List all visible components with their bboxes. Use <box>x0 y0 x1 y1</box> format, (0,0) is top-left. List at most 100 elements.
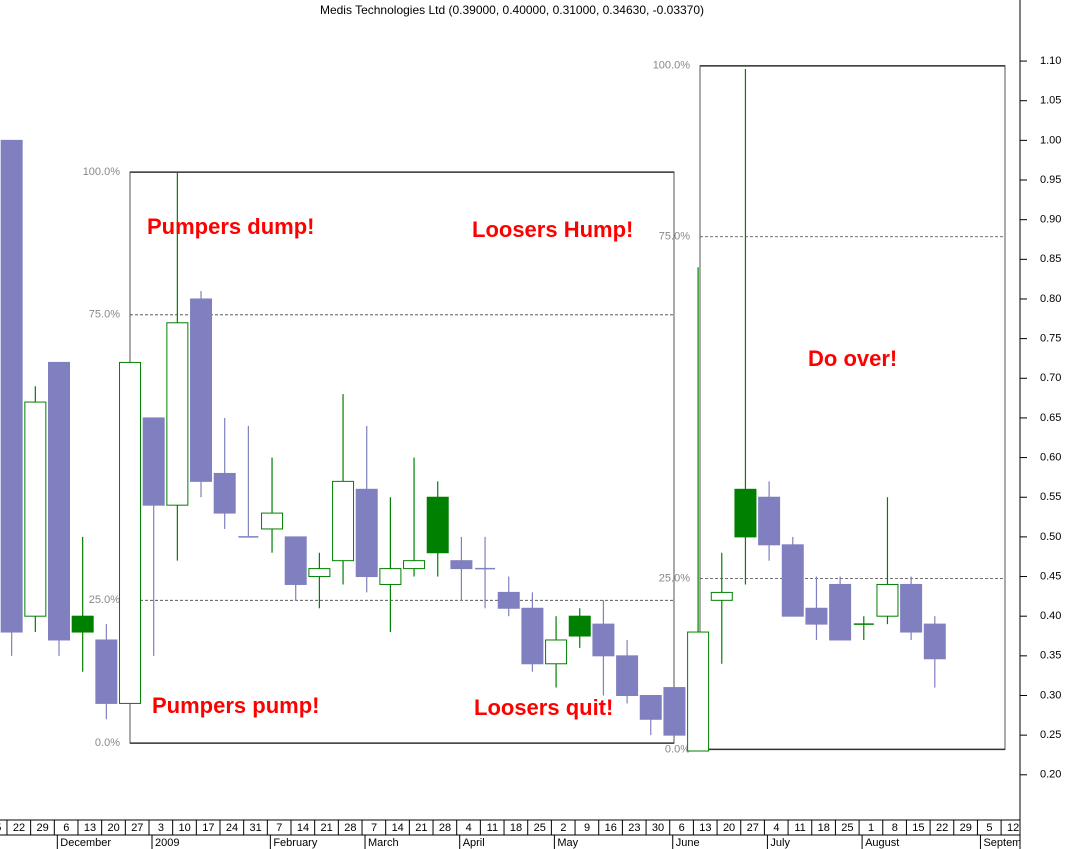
candle-body <box>379 568 402 585</box>
candle-body <box>403 560 426 570</box>
y-tick-label: 1.00 <box>1040 134 1061 146</box>
candle-body <box>426 496 449 554</box>
candle-body <box>142 417 165 506</box>
candle-body <box>923 623 946 660</box>
x-tick-label: 17 <box>202 822 214 834</box>
candle-body <box>0 139 23 633</box>
x-tick-label: 11 <box>487 822 498 834</box>
y-tick-label: 0.25 <box>1040 729 1061 741</box>
candle-body <box>166 322 189 506</box>
x-tick-label: 3 <box>158 822 164 834</box>
y-tick-label: 0.40 <box>1040 610 1061 622</box>
y-tick-label: 0.65 <box>1040 412 1061 424</box>
x-tick-label: 27 <box>131 822 143 834</box>
x-tick-label: 22 <box>13 822 25 834</box>
x-tick-label: 22 <box>936 822 948 834</box>
x-tick-label: 15 <box>0 822 1 834</box>
x-tick-label: 8 <box>892 822 898 834</box>
month-label: February <box>273 837 318 849</box>
month-label: September <box>983 837 1037 849</box>
month-label: June <box>676 837 700 849</box>
fib-level-label: 0.0% <box>665 743 690 755</box>
candle-body <box>592 623 615 657</box>
fib-level-label: 100.0% <box>653 60 691 72</box>
fib-level-label: 25.0% <box>89 594 120 606</box>
x-tick-label: 7 <box>371 822 377 834</box>
y-tick-label: 0.80 <box>1040 293 1061 305</box>
x-tick-label: 25 <box>841 822 853 834</box>
chart-title: Medis Technologies Ltd (0.39000, 0.40000… <box>320 3 704 17</box>
y-tick-label: 0.35 <box>1040 650 1061 662</box>
y-tick-label: 0.50 <box>1040 531 1061 543</box>
fib-level-label: 0.0% <box>95 737 120 749</box>
candle-body <box>190 298 213 482</box>
y-tick-label: 1.05 <box>1040 95 1061 107</box>
x-tick-label: 30 <box>652 822 664 834</box>
candle-body <box>758 496 781 546</box>
y-tick-label: 0.70 <box>1040 372 1061 384</box>
candle-body <box>355 488 378 578</box>
candle-body <box>261 512 284 530</box>
candle-body <box>568 615 591 637</box>
month-label: August <box>865 837 899 849</box>
month-label: April <box>463 837 485 849</box>
candle-body <box>829 583 852 641</box>
x-tick-label: 25 <box>534 822 546 834</box>
candle-body <box>308 568 331 578</box>
x-tick-label: 7 <box>276 822 282 834</box>
candle-body <box>95 639 118 704</box>
x-tick-label: 2 <box>560 822 566 834</box>
annotation: Do over! <box>808 346 897 371</box>
y-tick-label: 0.30 <box>1040 689 1061 701</box>
fib-level-label: 100.0% <box>83 166 121 178</box>
candle-body <box>805 607 828 625</box>
candle-body <box>900 583 923 633</box>
x-tick-label: 29 <box>960 822 972 834</box>
candle-body <box>24 401 47 617</box>
y-tick-label: 0.75 <box>1040 333 1061 345</box>
candle-body <box>734 488 757 538</box>
candle-body <box>781 544 804 617</box>
y-tick-label: 0.90 <box>1040 214 1061 226</box>
x-tick-label: 29 <box>37 822 49 834</box>
candle-body <box>497 591 520 609</box>
x-tick-label: 11 <box>794 822 805 834</box>
x-tick-label: 15 <box>912 822 924 834</box>
x-tick-label: 6 <box>63 822 69 834</box>
x-tick-label: 16 <box>605 822 617 834</box>
x-tick-label: 12 <box>1007 822 1019 834</box>
x-tick-label: 28 <box>439 822 451 834</box>
candle-body <box>639 694 662 720</box>
x-tick-label: 13 <box>84 822 96 834</box>
annotation: Loosers quit! <box>474 695 613 720</box>
month-label: May <box>557 837 578 849</box>
x-tick-label: 9 <box>584 822 590 834</box>
candle-body <box>332 480 355 562</box>
month-label: December <box>60 837 111 849</box>
fib-level-label: 75.0% <box>89 309 120 321</box>
candle-body <box>710 591 733 601</box>
candle-body <box>545 639 568 665</box>
x-tick-label: 31 <box>250 822 262 834</box>
plot-area: 1522296December13202732009101724317Febru… <box>0 60 1037 849</box>
x-tick-label: 23 <box>628 822 640 834</box>
x-tick-label: 6 <box>679 822 685 834</box>
annotation: Loosers Hump! <box>472 217 633 242</box>
y-tick-label: 0.20 <box>1040 769 1061 781</box>
y-tick-label: 0.55 <box>1040 491 1061 503</box>
annotation: Pumpers pump! <box>152 693 319 718</box>
annotation: Pumpers dump! <box>147 214 314 239</box>
y-tick-label: 0.85 <box>1040 253 1061 265</box>
x-tick-label: 18 <box>510 822 522 834</box>
x-tick-label: 27 <box>747 822 759 834</box>
candle-body <box>663 687 686 736</box>
y-tick-label: 0.95 <box>1040 174 1061 186</box>
candle-body <box>616 655 639 696</box>
fib-level-label: 75.0% <box>659 231 690 243</box>
month-label: 2009 <box>155 837 179 849</box>
x-tick-label: 14 <box>392 822 404 834</box>
x-tick-label: 13 <box>699 822 711 834</box>
candle-body <box>119 361 142 704</box>
x-tick-label: 24 <box>226 822 238 834</box>
y-tick-label: 0.60 <box>1040 451 1061 463</box>
